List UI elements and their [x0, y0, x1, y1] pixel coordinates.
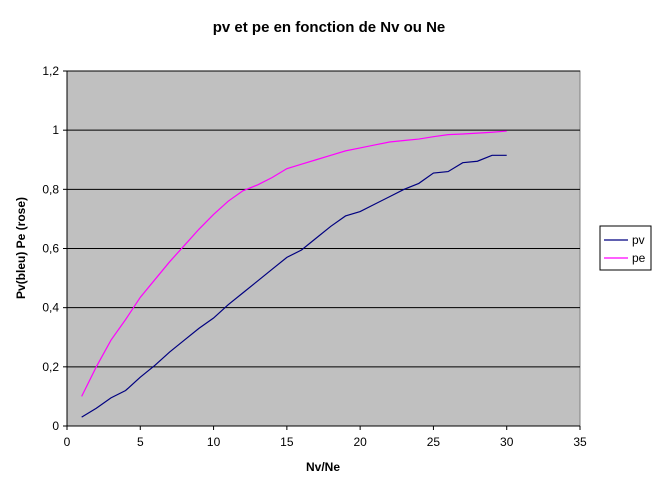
y-tick-label-4: 0,8	[42, 182, 59, 196]
y-tick-label-5: 1	[52, 123, 59, 137]
legend-label-pv: pv	[632, 233, 645, 247]
x-tick-label-0: 0	[64, 435, 71, 449]
chart-title: pv et pe en fonction de Nv ou Ne	[213, 19, 446, 36]
x-tick-label-4: 20	[353, 435, 367, 449]
x-tick-label-5: 25	[427, 435, 441, 449]
y-tick-label-2: 0,4	[42, 301, 59, 315]
y-tick-label-1: 0,2	[42, 360, 59, 374]
x-tick-label-3: 15	[280, 435, 294, 449]
tick-labels: 0 0,2 0,4 0,6 0,8 1 1,2 0 5 10 15 20 25 30 35	[42, 64, 587, 449]
y-tick-label-0: 0	[52, 419, 59, 433]
series-line-pv	[81, 154, 507, 418]
x-tick-label-7: 35	[573, 435, 587, 449]
legend-box	[599, 225, 652, 271]
y-tick-label-6: 1,2	[42, 64, 59, 78]
y-axis-label: Pv(bleu) Pe (rose)	[14, 197, 28, 299]
series-lines	[81, 130, 507, 418]
series-line-pe	[81, 130, 507, 397]
y-tick-label-3: 0,6	[42, 242, 59, 256]
legend: pv pe	[599, 225, 652, 271]
legend-label-pe: pe	[632, 251, 646, 265]
x-axis-label: Nv/Ne	[306, 460, 340, 474]
x-tick-label-6: 30	[500, 435, 514, 449]
x-tick-label-2: 10	[207, 435, 221, 449]
x-tick-label-1: 5	[137, 435, 144, 449]
